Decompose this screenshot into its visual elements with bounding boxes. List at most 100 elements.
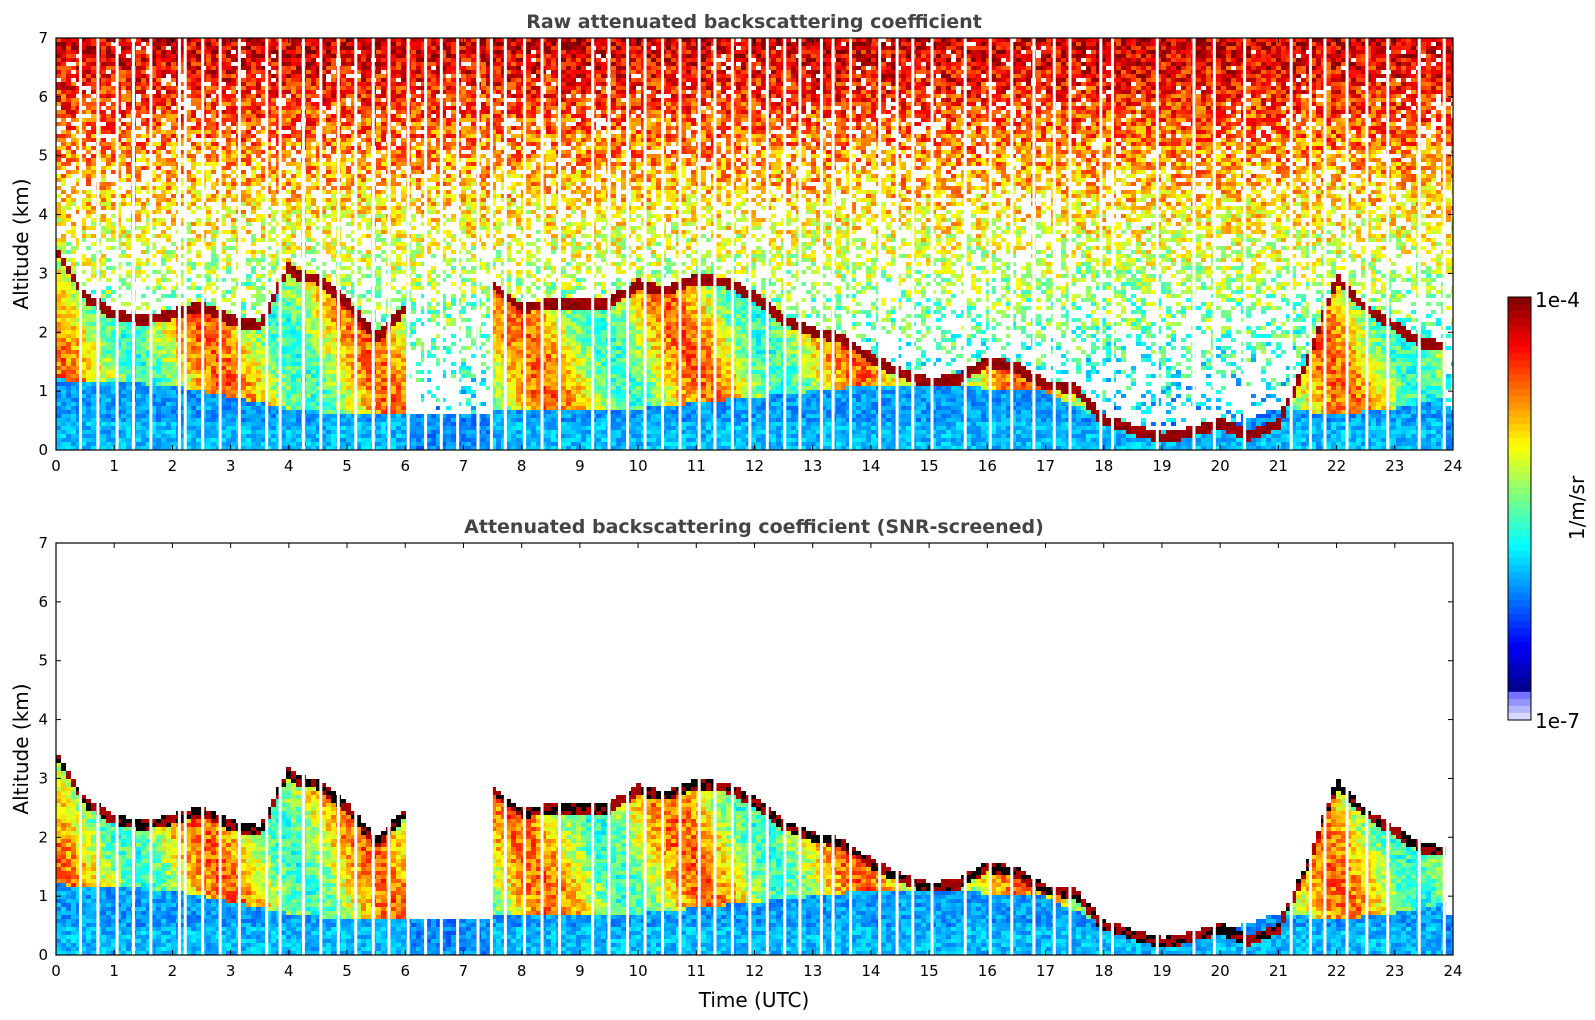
heatmap-cell	[291, 266, 296, 270]
heatmap-cell	[346, 310, 351, 314]
heatmap-cell	[211, 222, 216, 226]
heatmap-cell	[316, 74, 321, 78]
heatmap-cell	[341, 186, 346, 190]
heatmap-cell	[316, 334, 321, 338]
heatmap-cell	[221, 86, 226, 90]
heatmap-cell	[56, 406, 61, 410]
heatmap-cell	[86, 122, 91, 126]
heatmap-cell	[81, 426, 86, 430]
heatmap-cell	[206, 154, 211, 158]
heatmap-cell	[211, 314, 216, 318]
heatmap-cell	[266, 82, 271, 86]
heatmap-cell	[341, 58, 346, 62]
heatmap-cell	[246, 446, 251, 450]
heatmap-cell	[186, 374, 191, 378]
heatmap-cell	[106, 286, 111, 290]
heatmap-cell	[81, 138, 86, 142]
heatmap-cell	[91, 162, 96, 166]
heatmap-cell	[341, 354, 346, 358]
heatmap-cell	[341, 394, 346, 398]
heatmap-cell	[316, 302, 321, 306]
heatmap-cell	[66, 106, 71, 110]
heatmap-cell	[281, 414, 286, 418]
heatmap-cell	[346, 142, 351, 146]
heatmap-cell	[86, 70, 91, 74]
heatmap-cell	[106, 382, 111, 386]
heatmap-cell	[226, 430, 231, 434]
heatmap-cell	[161, 386, 166, 390]
heatmap-cell	[66, 418, 71, 422]
heatmap-column	[171, 38, 176, 450]
heatmap-cell	[316, 438, 321, 442]
heatmap-cell	[76, 438, 81, 442]
heatmap-cell	[111, 310, 116, 314]
heatmap-cell	[256, 122, 261, 126]
heatmap-cell	[156, 210, 161, 214]
heatmap-cell	[326, 178, 331, 182]
heatmap-cell	[56, 310, 61, 314]
heatmap-cell	[266, 254, 271, 258]
heatmap-cell	[156, 314, 161, 318]
heatmap-cell	[266, 150, 271, 154]
heatmap-cell	[101, 362, 106, 366]
heatmap-cell	[266, 306, 271, 310]
heatmap-cell	[121, 234, 126, 238]
heatmap-cell	[166, 330, 171, 334]
heatmap-cell	[206, 134, 211, 138]
heatmap-cell	[306, 222, 311, 226]
heatmap-cell	[286, 150, 291, 154]
heatmap-cell	[181, 382, 186, 386]
heatmap-cell	[106, 442, 111, 446]
heatmap-cell	[91, 206, 96, 210]
heatmap-cell	[266, 230, 271, 234]
heatmap-cell	[181, 218, 186, 222]
heatmap-cell	[106, 414, 111, 418]
heatmap-cell	[61, 278, 66, 282]
heatmap-cell	[71, 266, 76, 270]
heatmap-cell	[211, 118, 216, 122]
heatmap-cell	[101, 258, 106, 262]
heatmap-cell	[91, 106, 96, 110]
heatmap-column	[216, 38, 221, 450]
heatmap-cell	[126, 86, 131, 90]
heatmap-cell	[251, 354, 256, 358]
heatmap-cell	[66, 302, 71, 306]
heatmap-cell	[216, 194, 221, 198]
heatmap-cell	[191, 262, 196, 266]
heatmap-cell	[181, 346, 186, 350]
heatmap-cell	[221, 182, 226, 186]
heatmap-cell	[166, 378, 171, 382]
heatmap-cell	[61, 426, 66, 430]
heatmap-cell	[146, 106, 151, 110]
heatmap-cell	[141, 302, 146, 306]
heatmap-cell	[316, 66, 321, 70]
heatmap-cell	[286, 42, 291, 46]
heatmap-cell	[246, 442, 251, 446]
heatmap-cell	[136, 42, 141, 46]
heatmap-cell	[161, 310, 166, 314]
heatmap-cell	[231, 370, 236, 374]
heatmap-cell	[296, 130, 301, 134]
heatmap-cell	[241, 214, 246, 218]
heatmap-cell	[311, 322, 316, 326]
heatmap-cell	[91, 378, 96, 382]
heatmap-cell	[101, 102, 106, 106]
heatmap-cell	[156, 198, 161, 202]
heatmap-cell	[341, 110, 346, 114]
heatmap-cell	[56, 246, 61, 250]
heatmap-cell	[56, 338, 61, 342]
heatmap-cell	[276, 358, 281, 362]
heatmap-cell	[191, 266, 196, 270]
heatmap-cell	[316, 154, 321, 158]
heatmap-cell	[136, 434, 141, 438]
heatmap-cell	[171, 94, 176, 98]
heatmap-cell	[161, 286, 166, 290]
heatmap-cell	[141, 370, 146, 374]
heatmap-cell	[306, 414, 311, 418]
heatmap-cell	[86, 210, 91, 214]
heatmap-cell	[321, 362, 326, 366]
heatmap-cell	[346, 82, 351, 86]
heatmap-cell	[146, 274, 151, 278]
heatmap-cell	[146, 58, 151, 62]
heatmap-cell	[246, 322, 251, 326]
